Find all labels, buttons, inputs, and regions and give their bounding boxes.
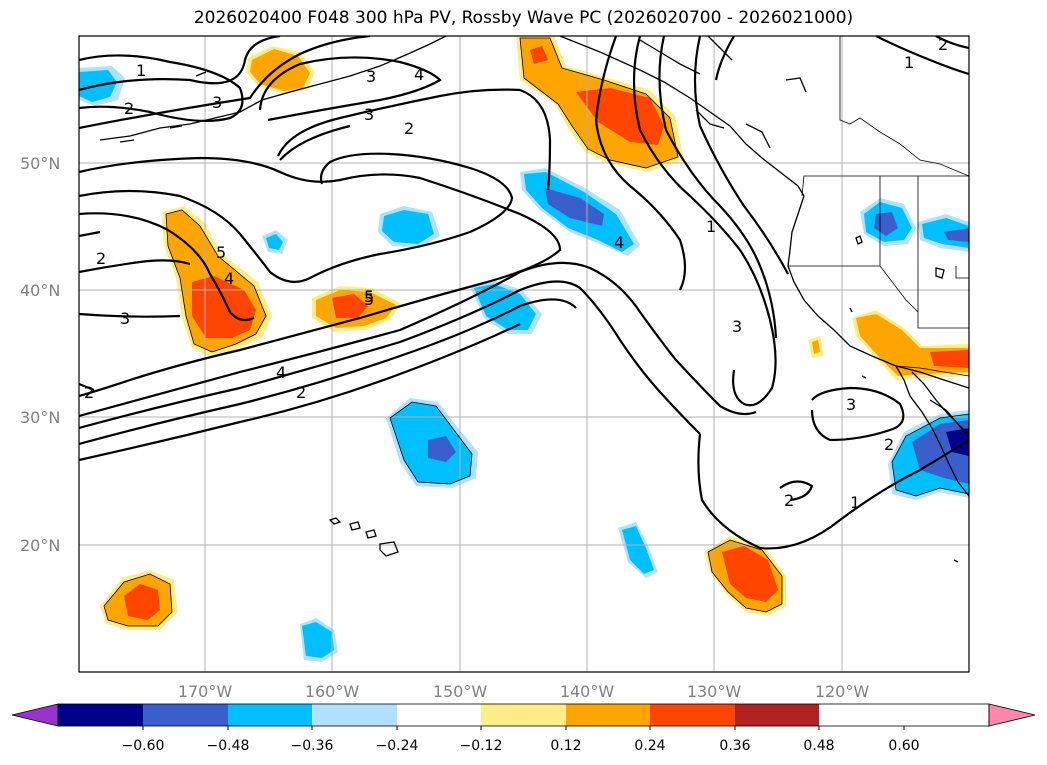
contour-label: 1 (904, 53, 914, 72)
contour-label: 5 (364, 290, 374, 309)
contour-label: 2 (296, 383, 306, 402)
contour-label: 4 (276, 363, 286, 382)
colorbar-tick-label: 0.12 (550, 738, 581, 754)
map-area: 1 2 3 2 3 4 2 5 4 3 2 5 4 2 5 4 1 3 3 2 … (79, 35, 969, 672)
lat-label-20n: 20°N (20, 536, 60, 555)
contour-label: 1 (136, 61, 146, 80)
contour-label: 2 (784, 491, 794, 510)
contour-label: 2 (84, 383, 94, 402)
borders (788, 36, 969, 377)
contour-label: 3 (120, 309, 130, 328)
lon-label-130w: 130°W (687, 682, 742, 701)
contour-label: 4 (414, 65, 424, 84)
colorbar-segment (566, 704, 650, 726)
contour-label: 2 (124, 99, 134, 118)
lon-label-160w: 160°W (305, 682, 360, 701)
lat-label-50n: 50°N (20, 154, 60, 173)
contour-label: 3 (212, 93, 222, 112)
colorbar-segment (650, 704, 735, 726)
latitude-labels: 50°N 40°N 30°N 20°N (20, 154, 60, 555)
contour-label: 3 (364, 105, 374, 124)
contour-labels: 1 2 3 2 3 4 2 5 4 3 2 5 4 2 5 4 1 3 3 2 … (84, 35, 948, 512)
lon-label-140w: 140°W (560, 682, 615, 701)
colorbar-segment (228, 704, 312, 726)
longitude-labels: 170°W 160°W 150°W 140°W 130°W 120°W (178, 682, 870, 701)
map-title: 2026020400 F048 300 hPa PV, Rossby Wave … (193, 8, 854, 28)
colorbar-tick-label: −0.48 (207, 738, 250, 754)
colorbar-segment (735, 704, 819, 726)
contour-label: 3 (846, 395, 856, 414)
map-frame (78, 35, 970, 673)
colorbar-segment (481, 704, 566, 726)
colorbar-segment (397, 704, 481, 726)
contour-label: 4 (224, 269, 234, 288)
contour-label: 3 (732, 317, 742, 336)
colorbar: −0.60 −0.48 −0.36 −0.24 −0.12 0.12 0.24 0.36 0.4… (11, 703, 1036, 754)
contour-label: 2 (938, 35, 948, 54)
contour-label: 2 (404, 119, 414, 138)
colorbar-segment (312, 704, 397, 726)
colorbar-tick-label: 0.24 (634, 738, 665, 754)
colorbar-tick-label: 0.60 (888, 738, 919, 754)
contour-label: 2 (96, 249, 106, 268)
contour-label: 3 (366, 67, 376, 86)
contour-label: 4 (614, 233, 624, 252)
colorbar-frame (57, 703, 990, 727)
contour-label: 1 (706, 217, 716, 236)
contour-label: 5 (216, 243, 226, 262)
lat-label-40n: 40°N (20, 281, 60, 300)
colorbar-tick-label: −0.60 (122, 738, 165, 754)
colorbar-extend-right (988, 703, 1036, 727)
contour-label: 1 (850, 493, 860, 512)
lon-label-170w: 170°W (178, 682, 233, 701)
lon-label-120w: 120°W (815, 682, 870, 701)
coastlines (99, 36, 969, 563)
colorbar-segment (143, 704, 228, 726)
colorbar-tick-label: −0.36 (291, 738, 334, 754)
contour-label: 5 (364, 287, 374, 306)
colorbar-tick-label: −0.24 (376, 738, 419, 754)
colorbar-extend-left (11, 703, 59, 727)
lon-label-150w: 150°W (433, 682, 488, 701)
contour-label: 2 (884, 435, 894, 454)
pv-contours (79, 36, 969, 550)
colorbar-segment (58, 704, 143, 726)
colorbar-tick-label: −0.12 (460, 738, 503, 754)
colorbar-tick-label: 0.48 (803, 738, 834, 754)
lat-label-30n: 30°N (20, 408, 60, 427)
gridlines (79, 36, 969, 672)
anomaly-outlines (103, 37, 969, 627)
colorbar-tick-label: 0.36 (719, 738, 750, 754)
